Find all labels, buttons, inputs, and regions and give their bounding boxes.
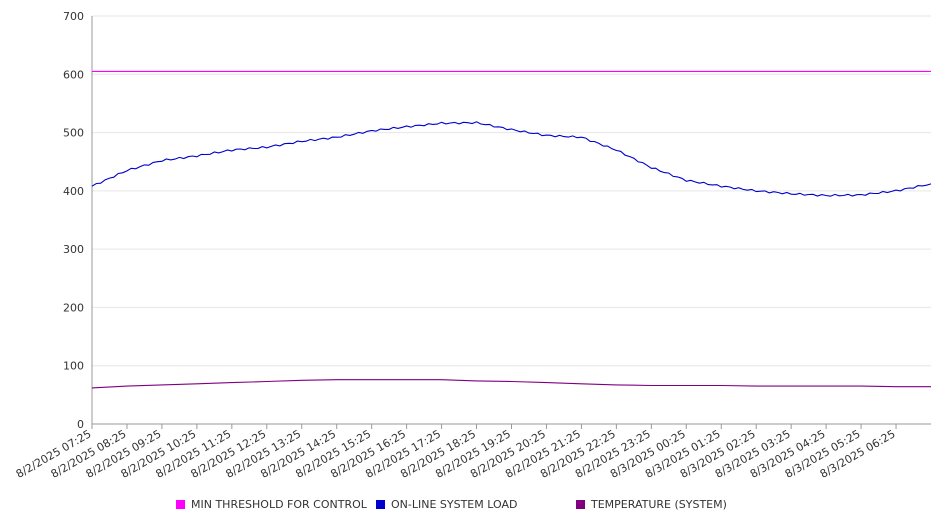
legend-swatch-threshold	[176, 500, 185, 509]
y-tick-label: 0	[77, 418, 84, 431]
legend-item-temperature: TEMPERATURE (SYSTEM)	[576, 498, 727, 511]
legend-swatch-temperature	[576, 500, 585, 509]
series-line-1	[91, 121, 932, 197]
y-tick-label: 600	[63, 68, 84, 81]
legend-label-temperature: TEMPERATURE (SYSTEM)	[591, 498, 727, 511]
legend-swatch-load	[376, 500, 385, 509]
legend: MIN THRESHOLD FOR CONTROL ON-LINE SYSTEM…	[0, 498, 946, 514]
x-axis-ticks: 8/2/2025 07:258/2/2025 08:258/2/2025 09:…	[14, 424, 898, 481]
y-tick-label: 400	[63, 185, 84, 198]
y-tick-label: 500	[63, 127, 84, 140]
y-tick-label: 700	[63, 10, 84, 23]
series-lines	[91, 70, 932, 389]
legend-item-load: ON-LINE SYSTEM LOAD	[376, 498, 517, 511]
y-tick-label: 200	[63, 301, 84, 314]
legend-label-load: ON-LINE SYSTEM LOAD	[391, 498, 518, 511]
legend-item-threshold: MIN THRESHOLD FOR CONTROL	[176, 498, 367, 511]
y-tick-label: 100	[63, 360, 84, 373]
grid-lines	[92, 15, 931, 367]
series-line-2	[91, 379, 931, 389]
axes	[91, 16, 931, 425]
y-axis-ticks: 0 100 200 300 400 500 600 700	[63, 10, 84, 431]
legend-label-threshold: MIN THRESHOLD FOR CONTROL	[191, 498, 367, 511]
y-tick-label: 300	[63, 243, 84, 256]
